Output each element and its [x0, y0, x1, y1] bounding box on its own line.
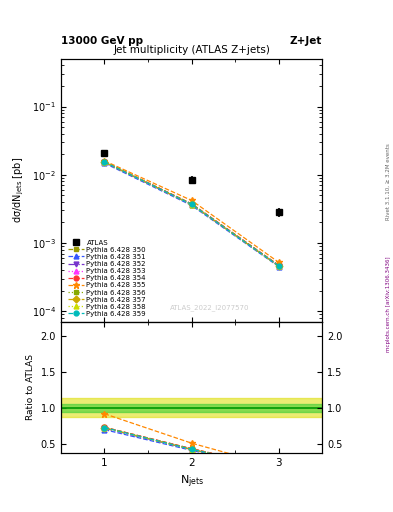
- Pythia 6.428 350: [189, 201, 194, 207]
- Pythia 6.428 352: [276, 263, 281, 269]
- Pythia 6.428 354: [189, 201, 194, 207]
- Pythia 6.428 358: [189, 202, 194, 208]
- Title: Jet multiplicity (ATLAS Z+jets): Jet multiplicity (ATLAS Z+jets): [113, 46, 270, 55]
- Pythia 6.428 359: [102, 159, 107, 165]
- Pythia 6.428 351: [102, 160, 107, 166]
- Bar: [61, 404, 322, 412]
- Pythia 6.428 353: [102, 159, 107, 165]
- Text: ATLAS_2022_I2077570: ATLAS_2022_I2077570: [170, 304, 250, 311]
- X-axis label: N$_\mathrm{jets}$: N$_\mathrm{jets}$: [180, 474, 204, 490]
- Line: Pythia 6.428 354: Pythia 6.428 354: [102, 159, 281, 268]
- Pythia 6.428 357: [102, 159, 107, 165]
- Pythia 6.428 354: [276, 262, 281, 268]
- Text: 13000 GeV pp: 13000 GeV pp: [61, 36, 143, 46]
- Pythia 6.428 356: [189, 201, 194, 207]
- Pythia 6.428 350: [102, 159, 107, 165]
- Pythia 6.428 352: [102, 159, 107, 165]
- Text: Z+Jet: Z+Jet: [290, 36, 322, 46]
- Pythia 6.428 357: [276, 263, 281, 269]
- Line: Pythia 6.428 350: Pythia 6.428 350: [102, 159, 281, 268]
- Line: Pythia 6.428 352: Pythia 6.428 352: [102, 160, 281, 268]
- Line: Pythia 6.428 359: Pythia 6.428 359: [102, 160, 281, 268]
- Pythia 6.428 351: [276, 264, 281, 270]
- Pythia 6.428 358: [276, 263, 281, 269]
- Line: Pythia 6.428 355: Pythia 6.428 355: [101, 157, 282, 266]
- Text: Rivet 3.1.10, ≥ 3.2M events: Rivet 3.1.10, ≥ 3.2M events: [386, 143, 391, 220]
- Pythia 6.428 359: [276, 263, 281, 269]
- Line: Pythia 6.428 353: Pythia 6.428 353: [102, 160, 281, 268]
- Pythia 6.428 355: [189, 197, 194, 203]
- Line: Pythia 6.428 356: Pythia 6.428 356: [102, 160, 281, 268]
- Line: Pythia 6.428 357: Pythia 6.428 357: [102, 160, 281, 268]
- Pythia 6.428 351: [189, 202, 194, 208]
- Pythia 6.428 353: [189, 201, 194, 207]
- Pythia 6.428 353: [276, 263, 281, 269]
- Pythia 6.428 356: [276, 263, 281, 269]
- Pythia 6.428 359: [189, 201, 194, 207]
- Pythia 6.428 357: [189, 201, 194, 207]
- Legend: ATLAS, Pythia 6.428 350, Pythia 6.428 351, Pythia 6.428 352, Pythia 6.428 353, P: ATLAS, Pythia 6.428 350, Pythia 6.428 35…: [67, 238, 147, 318]
- Y-axis label: dσ/dN$_\mathrm{jets}$ [pb]: dσ/dN$_\mathrm{jets}$ [pb]: [12, 157, 26, 223]
- Pythia 6.428 352: [189, 202, 194, 208]
- Pythia 6.428 354: [102, 159, 107, 165]
- Text: mcplots.cern.ch [arXiv:1306.3436]: mcplots.cern.ch [arXiv:1306.3436]: [386, 256, 391, 352]
- Bar: [61, 398, 322, 417]
- Pythia 6.428 350: [276, 262, 281, 268]
- Line: Pythia 6.428 358: Pythia 6.428 358: [102, 160, 281, 268]
- Pythia 6.428 355: [102, 158, 107, 164]
- Line: Pythia 6.428 351: Pythia 6.428 351: [102, 161, 281, 269]
- Pythia 6.428 358: [102, 159, 107, 165]
- Pythia 6.428 356: [102, 159, 107, 165]
- Pythia 6.428 355: [276, 259, 281, 265]
- Y-axis label: Ratio to ATLAS: Ratio to ATLAS: [26, 354, 35, 420]
